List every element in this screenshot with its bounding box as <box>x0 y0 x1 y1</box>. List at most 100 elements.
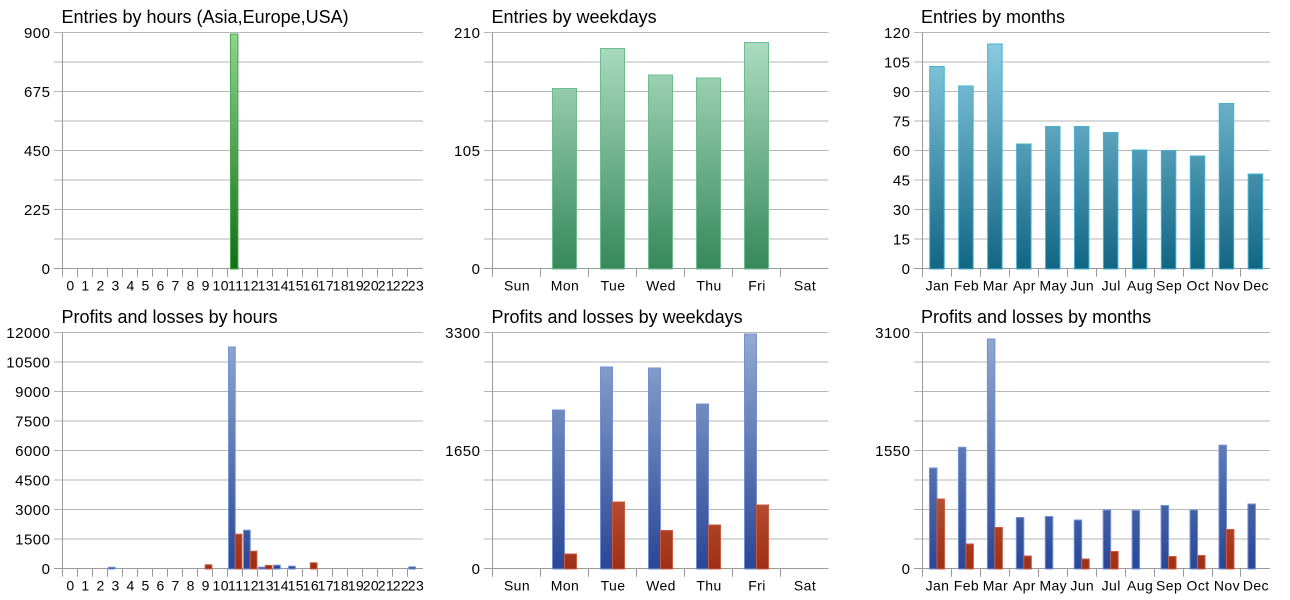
svg-text:105: 105 <box>884 55 911 72</box>
svg-text:May: May <box>1039 278 1067 294</box>
svg-text:1550: 1550 <box>875 443 910 460</box>
svg-text:20: 20 <box>363 278 379 294</box>
svg-text:Mar: Mar <box>983 278 1008 294</box>
svg-text:Sep: Sep <box>1156 578 1182 594</box>
svg-text:19: 19 <box>348 278 364 294</box>
svg-text:0: 0 <box>66 578 74 594</box>
svg-text:Mon: Mon <box>551 278 579 294</box>
svg-text:900: 900 <box>24 25 51 42</box>
svg-text:Jun: Jun <box>1070 578 1094 594</box>
svg-text:0: 0 <box>902 261 911 278</box>
svg-text:13: 13 <box>258 578 274 594</box>
svg-text:Aug: Aug <box>1127 578 1153 594</box>
svg-text:Thu: Thu <box>696 278 721 294</box>
svg-text:0: 0 <box>42 561 51 578</box>
svg-text:Aug: Aug <box>1127 278 1153 294</box>
svg-text:75: 75 <box>893 114 911 131</box>
svg-text:Apr: Apr <box>1013 278 1036 294</box>
svg-text:Profits and losses by hours: Profits and losses by hours <box>62 307 278 327</box>
svg-text:12: 12 <box>243 278 259 294</box>
svg-text:Sun: Sun <box>504 578 530 594</box>
svg-text:10: 10 <box>213 278 229 294</box>
svg-text:4: 4 <box>126 578 134 594</box>
svg-text:Tue: Tue <box>601 278 626 294</box>
svg-text:105: 105 <box>454 143 481 160</box>
svg-text:10500: 10500 <box>6 355 50 372</box>
svg-text:9000: 9000 <box>15 384 50 401</box>
svg-text:May: May <box>1039 578 1067 594</box>
svg-text:17: 17 <box>318 578 334 594</box>
svg-text:Tue: Tue <box>601 578 626 594</box>
svg-text:30: 30 <box>893 202 911 219</box>
svg-text:8: 8 <box>187 578 195 594</box>
svg-text:6: 6 <box>157 578 165 594</box>
svg-text:0: 0 <box>42 261 51 278</box>
svg-text:450: 450 <box>24 143 51 160</box>
svg-text:3100: 3100 <box>875 325 910 342</box>
svg-text:8: 8 <box>187 278 195 294</box>
svg-text:7: 7 <box>172 278 180 294</box>
svg-text:18: 18 <box>333 578 349 594</box>
svg-text:14: 14 <box>273 578 289 594</box>
svg-text:3300: 3300 <box>445 325 480 342</box>
svg-text:16: 16 <box>303 578 319 594</box>
svg-text:3: 3 <box>111 578 119 594</box>
svg-text:1500: 1500 <box>15 532 50 549</box>
svg-text:Sat: Sat <box>794 278 816 294</box>
svg-text:0: 0 <box>472 561 481 578</box>
svg-text:Dec: Dec <box>1243 578 1269 594</box>
svg-text:60: 60 <box>893 143 911 160</box>
svg-text:1: 1 <box>81 578 89 594</box>
svg-text:14: 14 <box>273 278 289 294</box>
svg-text:Wed: Wed <box>646 578 676 594</box>
svg-text:23: 23 <box>408 578 424 594</box>
svg-text:11: 11 <box>228 578 243 594</box>
svg-text:120: 120 <box>884 25 911 42</box>
svg-text:23: 23 <box>408 278 424 294</box>
svg-text:12000: 12000 <box>6 325 50 342</box>
svg-text:10: 10 <box>213 578 229 594</box>
svg-text:12: 12 <box>243 578 259 594</box>
svg-text:Feb: Feb <box>954 578 979 594</box>
svg-text:Thu: Thu <box>696 578 721 594</box>
svg-text:0: 0 <box>66 278 74 294</box>
svg-text:7: 7 <box>172 578 180 594</box>
svg-text:Sep: Sep <box>1156 278 1182 294</box>
svg-text:6: 6 <box>157 278 165 294</box>
svg-text:Entries by weekdays: Entries by weekdays <box>492 7 657 27</box>
svg-text:Jan: Jan <box>926 278 950 294</box>
svg-text:Nov: Nov <box>1214 578 1240 594</box>
svg-text:Feb: Feb <box>954 278 979 294</box>
svg-text:45: 45 <box>893 173 911 190</box>
svg-text:Fri: Fri <box>748 278 766 294</box>
svg-text:15: 15 <box>288 278 304 294</box>
svg-text:Jul: Jul <box>1102 278 1121 294</box>
svg-text:20: 20 <box>363 578 379 594</box>
svg-text:Apr: Apr <box>1013 578 1036 594</box>
svg-text:Nov: Nov <box>1214 278 1240 294</box>
svg-text:19: 19 <box>348 578 364 594</box>
svg-text:18: 18 <box>333 278 349 294</box>
svg-text:675: 675 <box>24 84 51 101</box>
svg-text:Oct: Oct <box>1187 278 1210 294</box>
svg-text:2: 2 <box>96 578 104 594</box>
svg-text:16: 16 <box>303 278 319 294</box>
svg-text:5: 5 <box>142 578 150 594</box>
svg-text:1650: 1650 <box>445 443 480 460</box>
svg-text:21: 21 <box>378 278 394 294</box>
svg-text:22: 22 <box>393 278 409 294</box>
svg-text:4500: 4500 <box>15 473 50 490</box>
svg-text:Wed: Wed <box>646 278 676 294</box>
svg-text:Jun: Jun <box>1070 278 1094 294</box>
svg-text:Mon: Mon <box>551 578 579 594</box>
svg-text:Oct: Oct <box>1187 578 1210 594</box>
svg-text:2: 2 <box>96 278 104 294</box>
svg-text:21: 21 <box>378 578 394 594</box>
svg-text:15: 15 <box>893 232 911 249</box>
svg-text:5: 5 <box>142 278 150 294</box>
svg-text:Profits and losses by months: Profits and losses by months <box>921 307 1151 327</box>
svg-text:4: 4 <box>126 278 134 294</box>
svg-text:15: 15 <box>288 578 304 594</box>
svg-text:Sat: Sat <box>794 578 816 594</box>
svg-text:Sun: Sun <box>504 278 530 294</box>
